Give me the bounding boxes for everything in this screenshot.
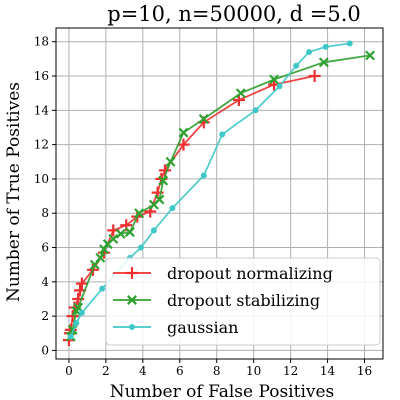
x-tick-label: 8: [213, 364, 221, 378]
legend-box: [105, 257, 381, 346]
x-tick-label: 6: [176, 364, 184, 378]
x-tick-label: 4: [139, 364, 147, 378]
x-tick-label: 12: [283, 364, 298, 378]
series-line: [69, 42, 350, 338]
y-axis-ticks: 0 2 4 6 8 10 12 14 16 18: [34, 35, 56, 357]
legend-item: dropout stabilizing: [113, 291, 320, 310]
data-point: [66, 310, 79, 323]
y-tick-label: 18: [34, 35, 49, 49]
data-point: [165, 156, 176, 167]
x-tick-label: 0: [65, 364, 73, 378]
legend-label: dropout stabilizing: [167, 291, 320, 310]
data-point: [67, 333, 74, 340]
data-point: [198, 113, 209, 124]
data-point: [269, 74, 279, 85]
data-point: [99, 285, 106, 292]
data-point: [306, 49, 313, 56]
data-point: [276, 83, 283, 90]
chart-title: p=10, n=50000, d =5.0: [107, 2, 361, 26]
x-axis-label: Number of False Positives: [110, 382, 335, 400]
data-point: [177, 138, 190, 151]
data-point: [235, 88, 246, 99]
data-point: [346, 40, 353, 47]
data-point: [252, 107, 259, 114]
x-tick-label: 14: [320, 364, 336, 378]
data-point: [365, 50, 376, 61]
data-point: [322, 43, 329, 50]
legend-label: dropout normalizing: [167, 264, 333, 283]
data-point: [78, 309, 85, 316]
y-tick-label: 10: [34, 172, 49, 186]
y-tick-label: 8: [41, 206, 49, 220]
data-point: [158, 175, 169, 186]
data-point: [150, 227, 157, 234]
legend-label: gaussian: [167, 318, 238, 337]
data-point: [318, 57, 329, 68]
data-point: [75, 277, 88, 290]
y-tick-label: 12: [34, 138, 49, 152]
y-axis-label: Number of True Positives: [4, 82, 24, 302]
data-point: [124, 227, 135, 238]
data-point: [293, 62, 300, 69]
legend-swatch-marker: [129, 324, 135, 330]
series-dropout-stabilizing: [65, 50, 376, 342]
x-tick-label: 2: [102, 364, 110, 378]
data-point: [115, 228, 126, 239]
x-tick-label: 10: [246, 364, 261, 378]
data-point: [169, 205, 176, 212]
data-point: [108, 233, 119, 244]
legend-swatch-marker: [127, 295, 137, 305]
data-point: [154, 194, 165, 205]
y-tick-label: 2: [41, 309, 49, 323]
legend: dropout normalizing dropout stabilizing ga…: [105, 257, 381, 346]
x-tick-label: 16: [357, 364, 372, 378]
data-point: [308, 70, 321, 83]
data-point: [178, 127, 189, 138]
legend-item: gaussian: [113, 318, 238, 337]
y-tick-label: 14: [34, 103, 50, 117]
data-point: [73, 319, 80, 326]
y-tick-label: 0: [41, 343, 49, 357]
data-point: [219, 131, 226, 138]
series-layer: [62, 40, 376, 347]
y-tick-label: 16: [34, 69, 49, 83]
legend-item: dropout normalizing: [113, 264, 333, 283]
legend-swatch-marker: [126, 267, 138, 279]
series-gaussian: [67, 40, 353, 340]
y-tick-label: 4: [41, 275, 49, 289]
y-tick-label: 6: [41, 241, 49, 255]
data-point: [137, 244, 144, 251]
data-point: [200, 172, 207, 179]
series-line: [69, 54, 371, 337]
data-point: [95, 252, 106, 263]
plot-frame: [55, 27, 384, 360]
data-point: [134, 208, 145, 219]
x-axis-ticks: 0 2 4 6 8 10 12 14 16: [65, 359, 372, 378]
